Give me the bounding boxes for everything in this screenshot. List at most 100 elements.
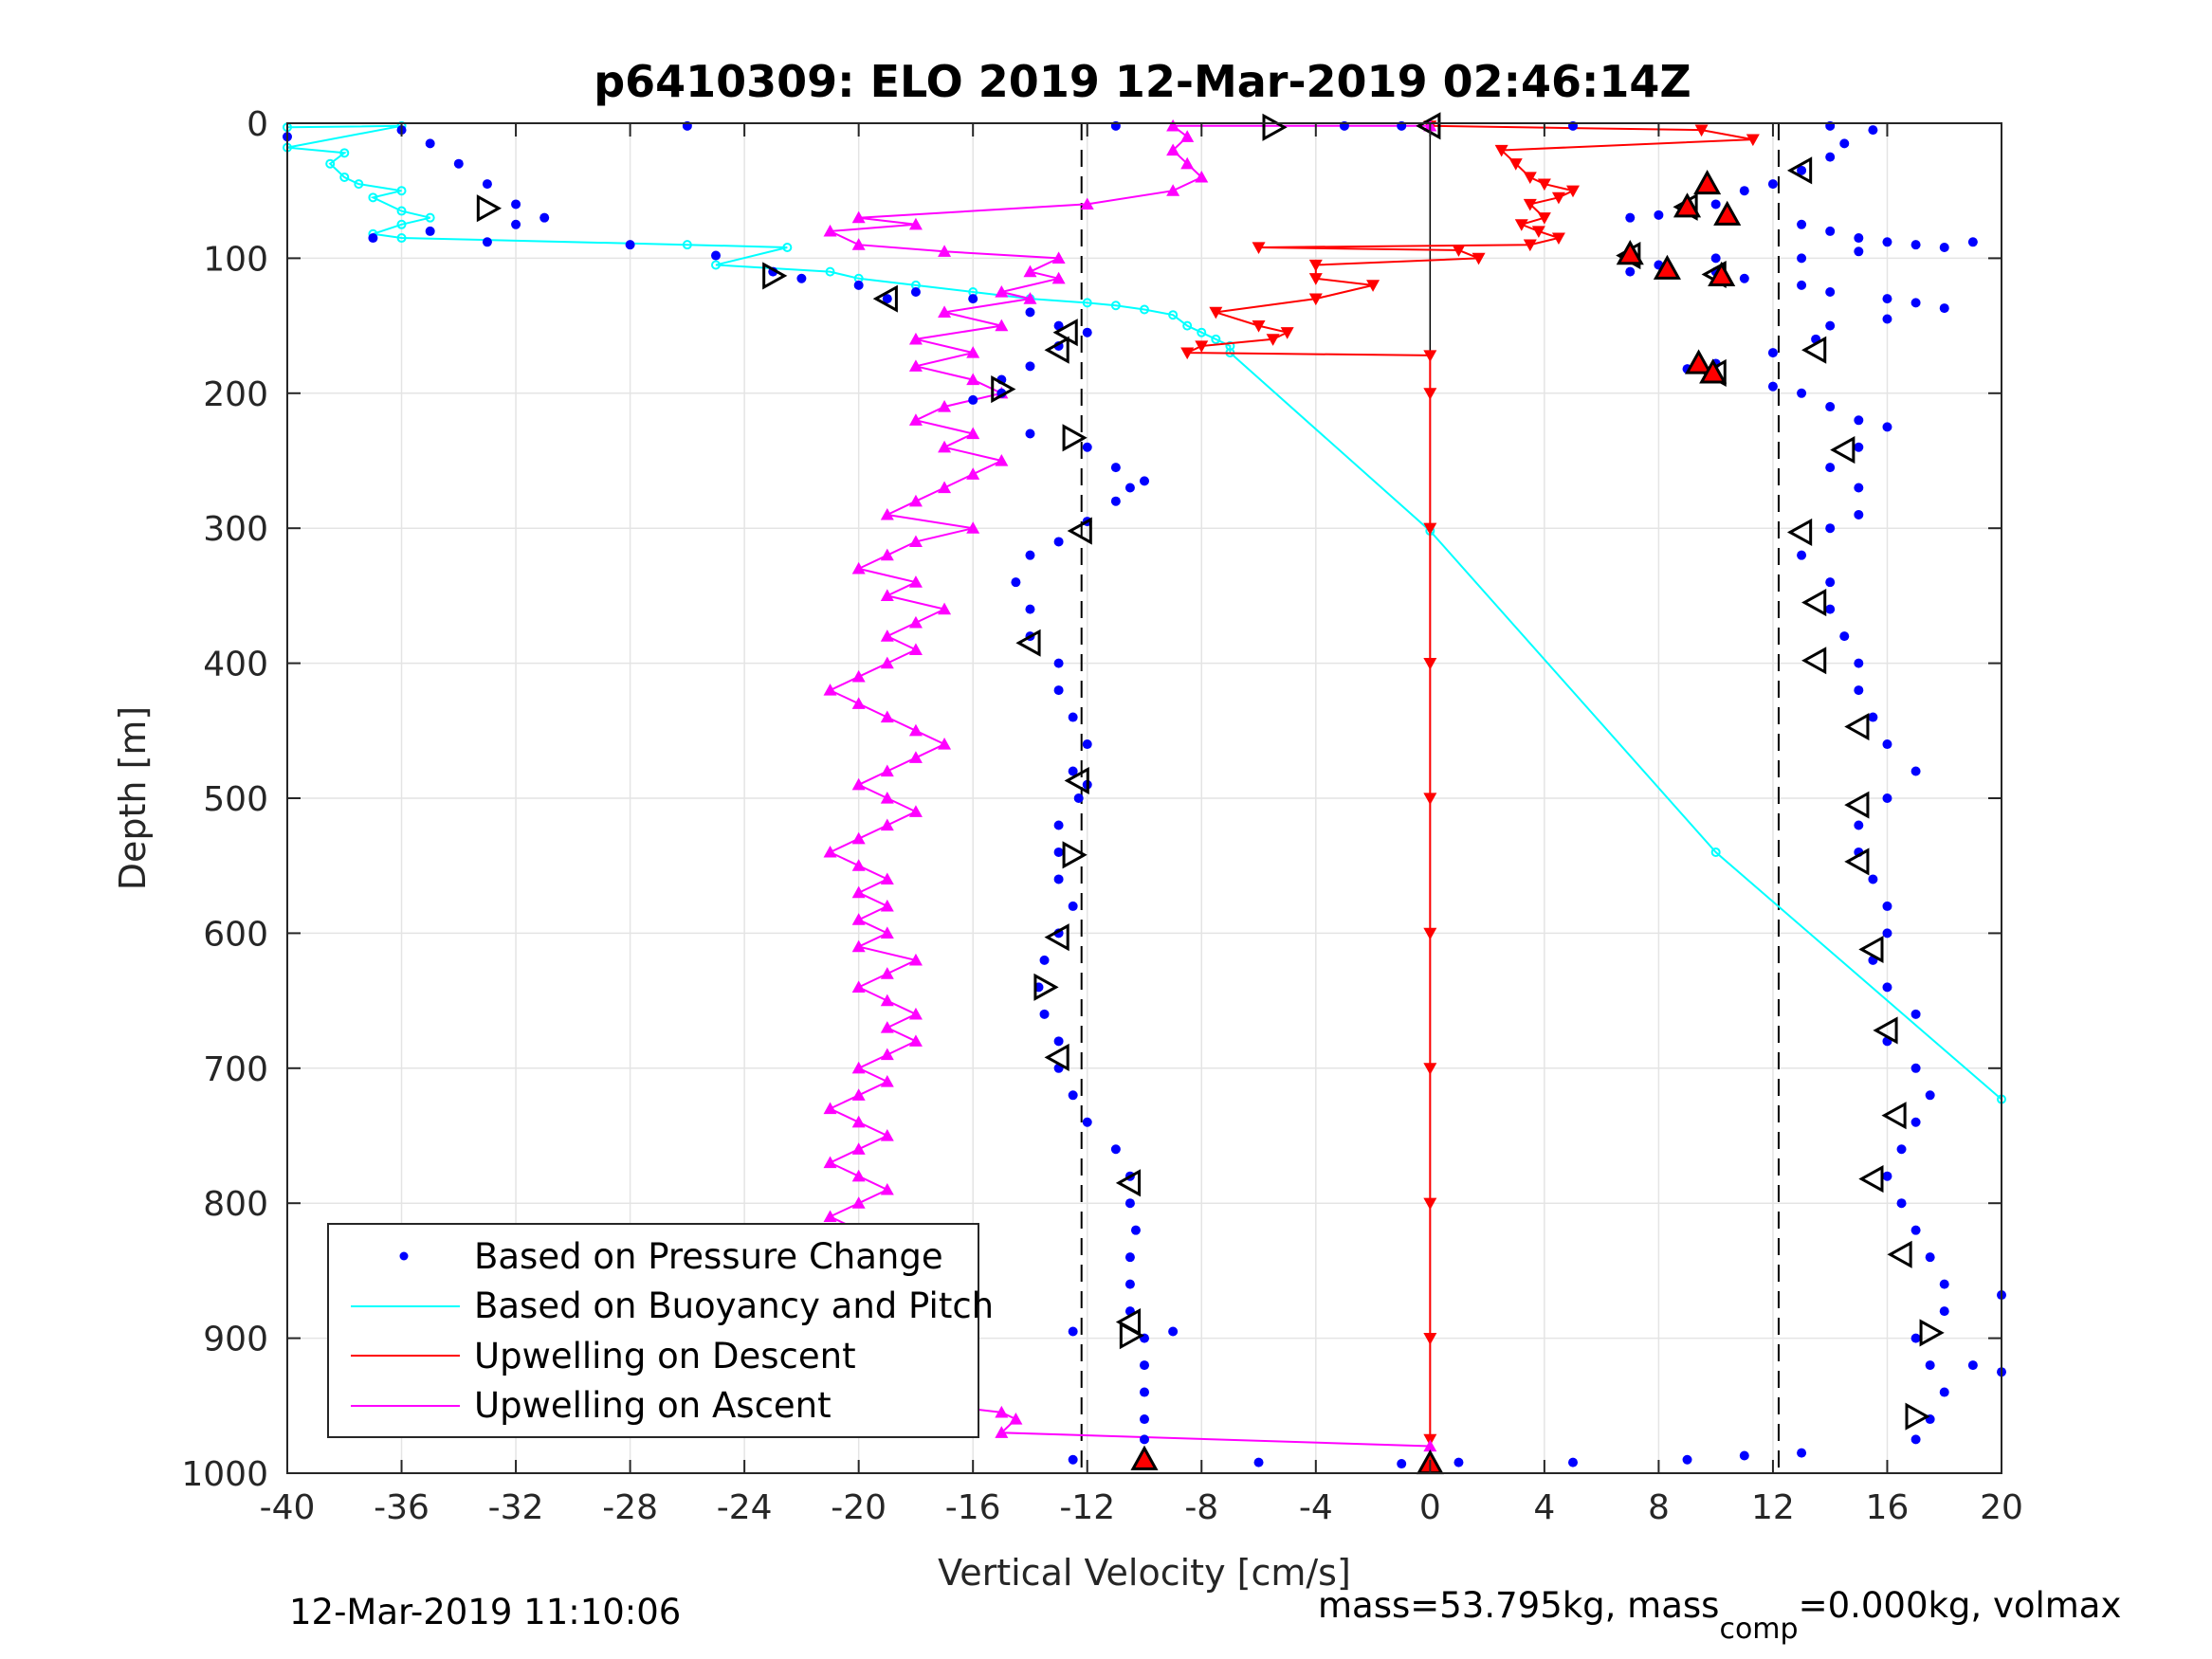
open-triangle-left-marker <box>1115 1307 1142 1337</box>
data-point <box>1423 793 1437 805</box>
data-point <box>1710 847 1721 857</box>
data-point <box>908 615 923 629</box>
legend: Based on Pressure Change Based on Buoyan… <box>327 1223 994 1438</box>
data-point <box>1910 1333 1921 1343</box>
data-point <box>1166 184 1180 196</box>
data-point <box>1767 179 1778 190</box>
data-point <box>1053 537 1064 547</box>
open-triangle-right-marker <box>476 194 503 223</box>
data-point <box>1130 1225 1141 1235</box>
legend-pressure-label: Based on Pressure Change <box>474 1236 943 1277</box>
data-point <box>910 287 921 297</box>
data-point <box>482 237 492 247</box>
open-triangle-left-marker <box>1858 935 1884 964</box>
data-point <box>1280 327 1294 339</box>
data-point <box>823 845 837 858</box>
data-point <box>1182 320 1193 331</box>
data-point <box>995 1426 1009 1438</box>
data-point <box>339 148 350 158</box>
legend-pressure-marker <box>399 1251 409 1261</box>
data-point <box>1452 245 1466 257</box>
data-point <box>1551 232 1565 246</box>
data-point <box>1124 1252 1135 1263</box>
data-point <box>1023 292 1037 304</box>
data-point <box>851 210 866 224</box>
data-point <box>1082 298 1092 308</box>
data-point <box>1868 712 1878 722</box>
axis-ticks: -40 -36 -32 -28 -24 -20 -16 -12 -8 -4 0 4 8 12 16 20010… <box>181 105 2023 1527</box>
data-point <box>1110 496 1121 506</box>
open-triangle-left-marker <box>1801 336 1827 364</box>
data-point <box>1925 1090 1935 1101</box>
data-point <box>1854 246 1864 257</box>
open-triangle-left-marker <box>1873 1016 1898 1045</box>
data-point <box>966 521 980 534</box>
x-tick-label: -40 <box>260 1488 316 1527</box>
red-triangle-marker <box>1713 200 1742 226</box>
data-point <box>1180 347 1195 360</box>
open-triangle-right-marker <box>1062 424 1088 452</box>
y-tick-label: 800 <box>203 1185 268 1224</box>
data-point <box>1195 340 1209 353</box>
data-point <box>1068 901 1078 911</box>
data-point <box>1882 739 1892 750</box>
data-point <box>880 656 894 669</box>
red-triangle-marker <box>1708 261 1736 287</box>
open-triangle-left-marker <box>1881 1102 1907 1130</box>
data-point <box>966 467 980 480</box>
data-point <box>880 1021 894 1033</box>
legend-buoyancy-label: Based on Buoyancy and Pitch <box>474 1285 994 1326</box>
footer-mass-subscript: comp <box>1719 1613 1798 1646</box>
data-point <box>1025 428 1035 439</box>
data-point <box>1825 287 1836 297</box>
data-point <box>1110 1144 1121 1155</box>
data-point <box>354 179 364 190</box>
data-point <box>823 684 837 696</box>
data-point <box>1910 1009 1921 1019</box>
data-point <box>1739 273 1749 283</box>
x-tick-label: -32 <box>488 1488 544 1527</box>
data-point <box>1882 793 1892 803</box>
data-point <box>1654 210 1664 220</box>
data-point <box>1508 158 1523 171</box>
y-tick-label: 500 <box>203 780 268 819</box>
x-tick-label: -36 <box>374 1488 430 1527</box>
data-point <box>1252 242 1266 255</box>
data-point <box>1053 658 1064 668</box>
data-point <box>908 751 923 763</box>
data-point <box>1051 271 1066 284</box>
x-tick-label: 16 <box>1866 1488 1910 1527</box>
data-point <box>1568 1457 1578 1468</box>
data-point <box>1039 955 1050 965</box>
data-point <box>1882 982 1892 993</box>
y-tick-label: 0 <box>247 105 268 144</box>
x-tick-label: 8 <box>1648 1488 1670 1527</box>
data-point <box>1523 239 1537 252</box>
data-point <box>1925 1252 1935 1263</box>
x-tick-label: 12 <box>1751 1488 1795 1527</box>
data-point <box>325 158 336 169</box>
y-tick-label: 100 <box>203 240 268 279</box>
data-point <box>1051 251 1066 264</box>
data-point <box>908 575 923 588</box>
data-point <box>1423 1197 1437 1211</box>
open-triangle-left-marker <box>1844 712 1870 741</box>
data-point <box>1025 550 1035 560</box>
data-point <box>823 224 837 237</box>
open-triangle-left-marker <box>1801 588 1827 617</box>
data-point <box>1910 240 1921 250</box>
data-point <box>1854 685 1864 696</box>
y-tick-label: 600 <box>203 915 268 954</box>
data-point <box>1825 226 1836 236</box>
open-triangle-left-marker <box>1887 1240 1912 1268</box>
data-point <box>908 413 923 426</box>
data-point <box>1514 219 1528 231</box>
data-point <box>1266 334 1280 346</box>
data-point <box>1939 1306 1949 1317</box>
data-point <box>1868 125 1878 136</box>
red-triangle-marker <box>1685 349 1713 374</box>
data-point <box>1039 1009 1050 1019</box>
data-point <box>1854 415 1864 426</box>
data-point <box>1110 463 1121 473</box>
data-point <box>1397 1459 1407 1469</box>
